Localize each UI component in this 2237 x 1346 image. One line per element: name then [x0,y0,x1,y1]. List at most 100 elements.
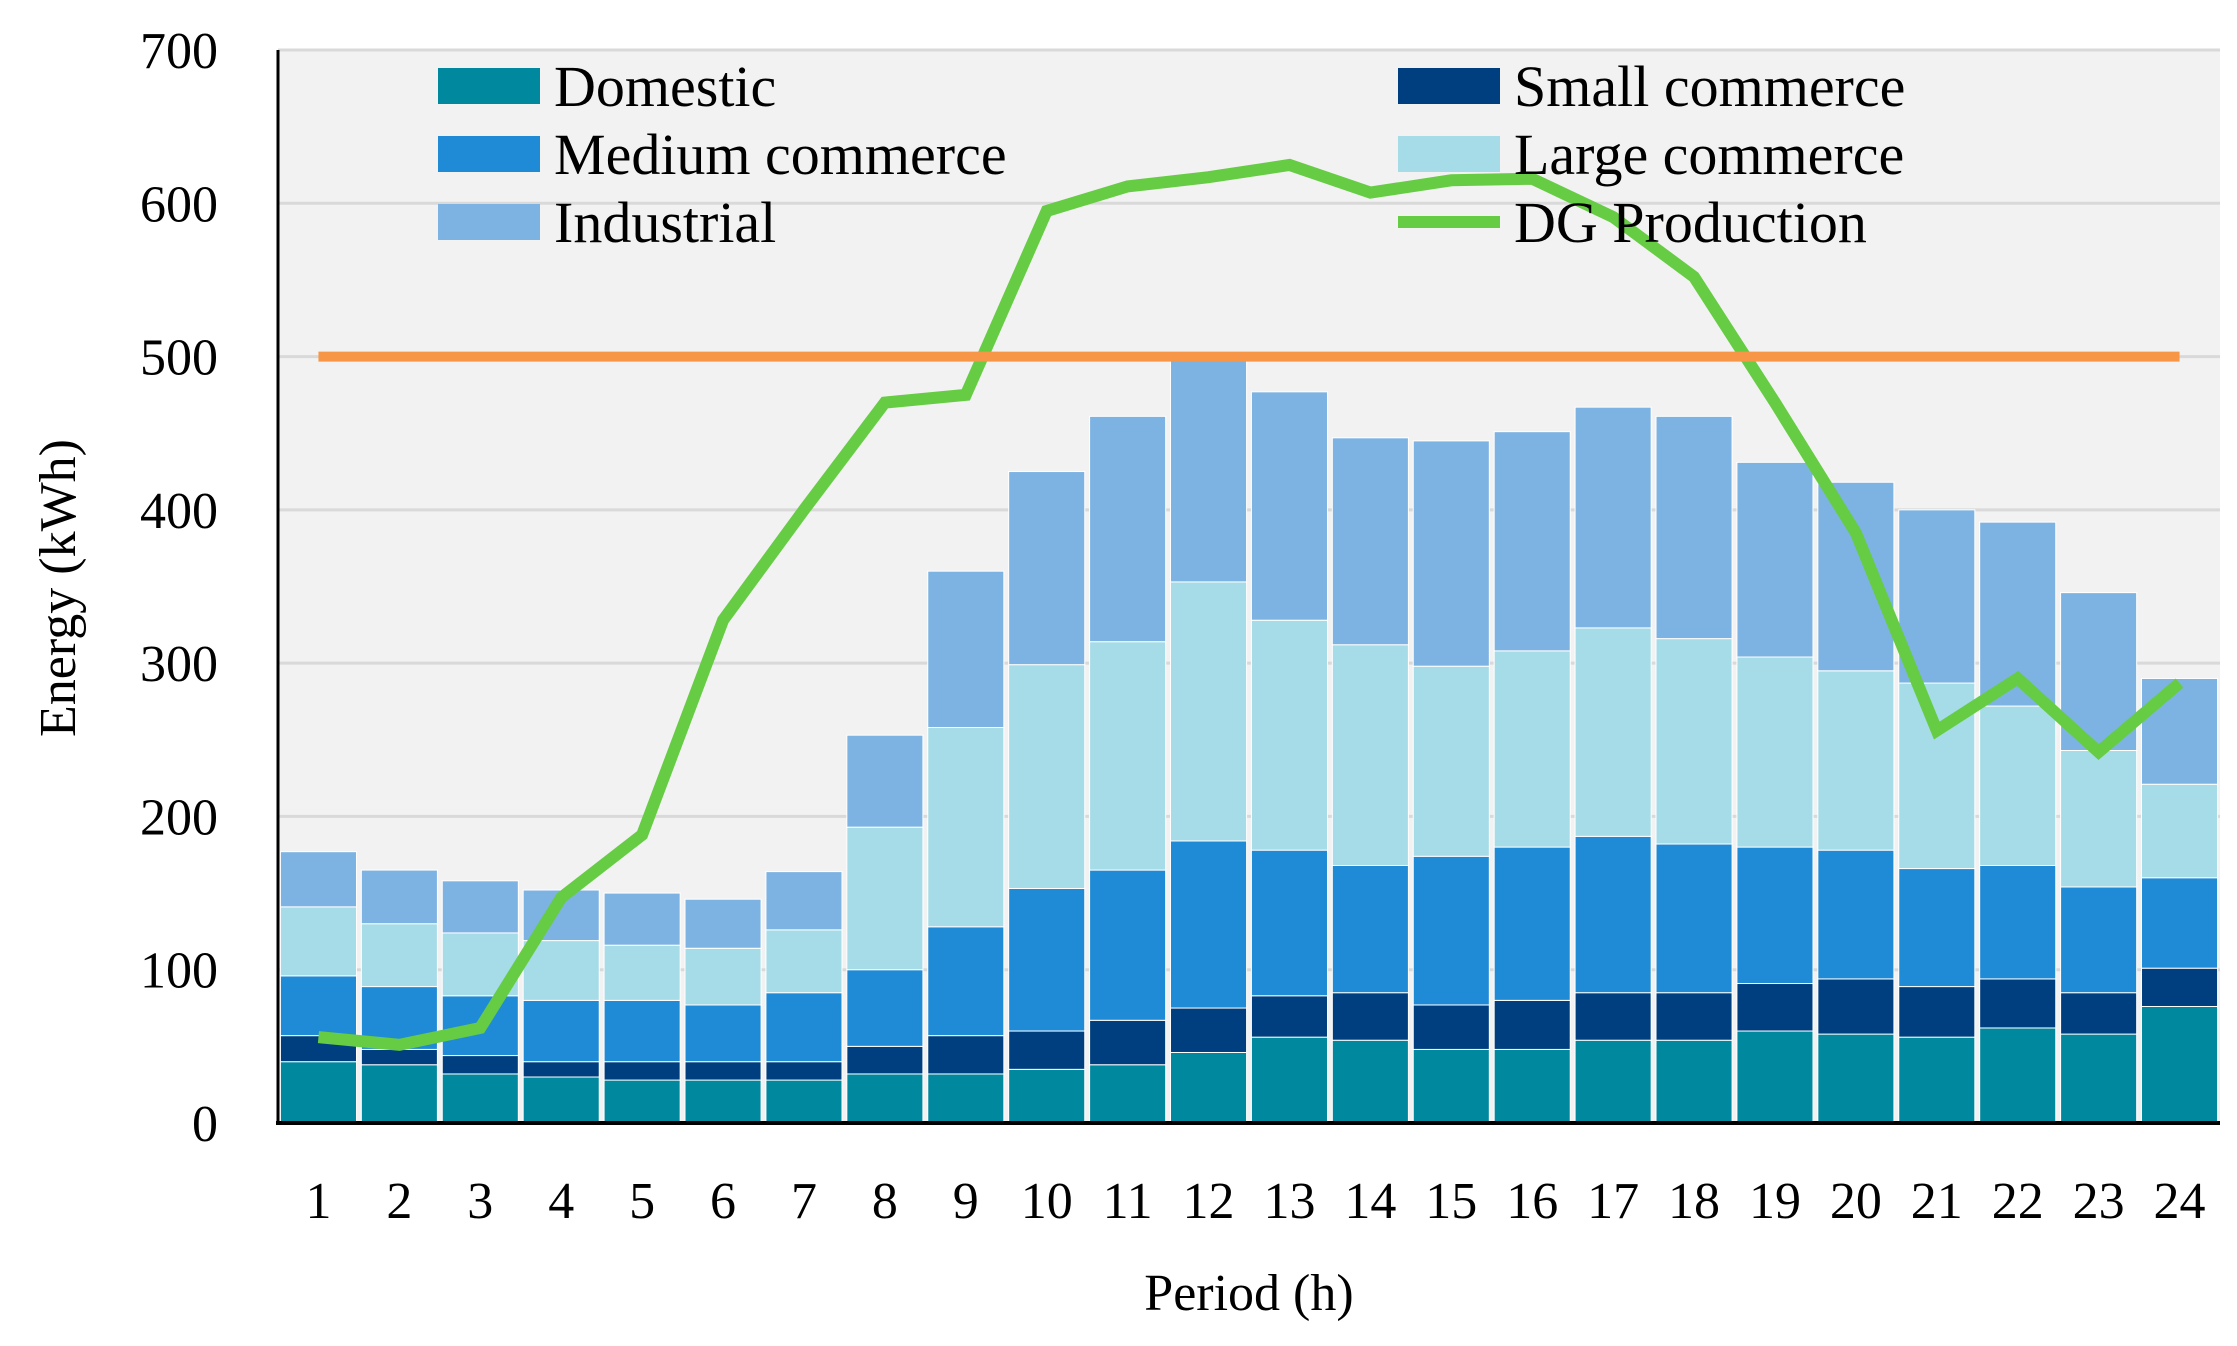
x-tick-label-4: 4 [548,1173,574,1230]
bar-large-commerce-13 [1250,619,1328,851]
bar-large-commerce-24 [2141,783,2219,879]
bar-large-commerce-23 [2060,750,2138,888]
bar-industrial-11 [1089,415,1167,643]
bar-medium-commerce-19 [1736,846,1814,985]
x-tick-label-12: 12 [1183,1173,1235,1230]
bar-small-commerce-21 [1898,986,1976,1038]
bar-small-commerce-10 [1008,1030,1086,1070]
x-tick-label-2: 2 [386,1173,412,1230]
bar-small-commerce-18 [1655,992,1733,1041]
bar-large-commerce-22 [1979,705,2057,866]
bar-medium-commerce-17 [1574,835,1652,994]
x-tick-label-11: 11 [1103,1173,1153,1230]
bar-industrial-9 [927,570,1005,729]
legend-label-domestic: Domestic [554,54,776,119]
bar-small-commerce-12 [1170,1007,1248,1053]
bar-medium-commerce-7 [765,992,843,1063]
x-tick-label-13: 13 [1263,1173,1315,1230]
bar-industrial-3 [441,880,519,934]
x-tick-label-17: 17 [1587,1173,1639,1230]
x-tick-label-15: 15 [1425,1173,1477,1230]
gridlines [278,48,2220,972]
bar-medium-commerce-11 [1089,869,1167,1021]
y-tick-label-700: 700 [140,23,218,80]
y-tick-label-300: 300 [140,636,218,693]
bar-small-commerce-11 [1089,1019,1167,1066]
y-tick-label-200: 200 [140,789,218,846]
bar-large-commerce-4 [522,940,600,1001]
bar-industrial-2 [360,869,438,925]
bar-large-commerce-15 [1412,665,1490,857]
bar-domestic-13 [1250,1036,1328,1124]
x-axis-title: Period (h) [1144,1265,1353,1322]
x-tick-label-23: 23 [2073,1173,2125,1230]
bar-domestic-23 [2060,1033,2138,1124]
bar-industrial-20 [1817,481,1895,672]
bar-industrial-8 [846,734,924,828]
x-tick-label-3: 3 [467,1173,493,1230]
bar-small-commerce-17 [1574,992,1652,1041]
bar-domestic-9 [927,1073,1005,1124]
bar-domestic-21 [1898,1036,1976,1124]
bar-industrial-1 [279,851,357,908]
bar-industrial-13 [1250,391,1328,621]
bar-small-commerce-13 [1250,995,1328,1038]
bar-domestic-10 [1008,1068,1086,1124]
bar-medium-commerce-13 [1250,849,1328,997]
line-dg-production [317,158,2184,1051]
bar-domestic-15 [1412,1048,1490,1124]
bar-industrial-7 [765,871,843,931]
bar-small-commerce-22 [1979,978,2057,1029]
legend-swatch-medium-commerce [438,136,540,172]
bar-small-commerce-5 [603,1061,681,1081]
legend-swatch-domestic [438,68,540,104]
y-axis-title: Energy (kWh) [30,439,87,737]
bar-domestic-20 [1817,1033,1895,1124]
bar-medium-commerce-18 [1655,843,1733,994]
bar-domestic-14 [1331,1039,1409,1124]
x-tick-label-5: 5 [629,1173,655,1230]
bar-medium-commerce-12 [1170,840,1248,1009]
bar-domestic-8 [846,1073,924,1124]
x-tick-label-7: 7 [791,1173,817,1230]
bar-small-commerce-16 [1493,999,1571,1050]
x-tick-label-6: 6 [710,1173,736,1230]
bar-domestic-19 [1736,1030,1814,1124]
y-tick-label-0: 0 [192,1096,218,1153]
bar-large-commerce-14 [1331,644,1409,866]
y-tick-label-400: 400 [140,483,218,540]
bar-domestic-22 [1979,1027,2057,1124]
legend-label-large-commerce: Large commerce [1514,122,1904,187]
bar-medium-commerce-1 [279,975,357,1037]
legend-label-dg-production: DG Production [1514,190,1867,255]
bar-large-commerce-2 [360,923,438,988]
bar-small-commerce-4 [522,1061,600,1078]
bar-medium-commerce-15 [1412,855,1490,1006]
bar-medium-commerce-9 [927,926,1005,1037]
bar-medium-commerce-6 [684,1004,762,1063]
bar-large-commerce-9 [927,727,1005,928]
x-tick-labels: 1 2 3 4 5 6 7 8 9 10 11 12 13 14 15 16 17 18 19 20 21 22 23 24 [305,1173,2205,1230]
bar-small-commerce-9 [927,1035,1005,1075]
bar-industrial-17 [1574,406,1652,629]
x-tick-label-8: 8 [872,1173,898,1230]
bar-large-commerce-1 [279,906,357,977]
y-tick-labels: 0 100 200 300 400 500 600 700 [140,23,218,1153]
bar-medium-commerce-20 [1817,849,1895,980]
bar-medium-commerce-14 [1331,864,1409,994]
bar-large-commerce-7 [765,929,843,994]
bar-domestic-24 [2141,1006,2219,1124]
bar-small-commerce-3 [441,1055,519,1075]
bar-small-commerce-20 [1817,978,1895,1035]
legend-swatch-large-commerce [1398,136,1500,172]
bar-large-commerce-16 [1493,650,1571,848]
bar-industrial-14 [1331,437,1409,646]
bar-domestic-1 [279,1061,357,1124]
x-tick-label-14: 14 [1344,1173,1396,1230]
bar-industrial-6 [684,898,762,949]
line-series [317,158,2184,1051]
bar-large-commerce-6 [684,947,762,1006]
x-tick-label-22: 22 [1992,1173,2044,1230]
y-tick-label-100: 100 [140,943,218,1000]
bar-industrial-18 [1655,415,1733,640]
